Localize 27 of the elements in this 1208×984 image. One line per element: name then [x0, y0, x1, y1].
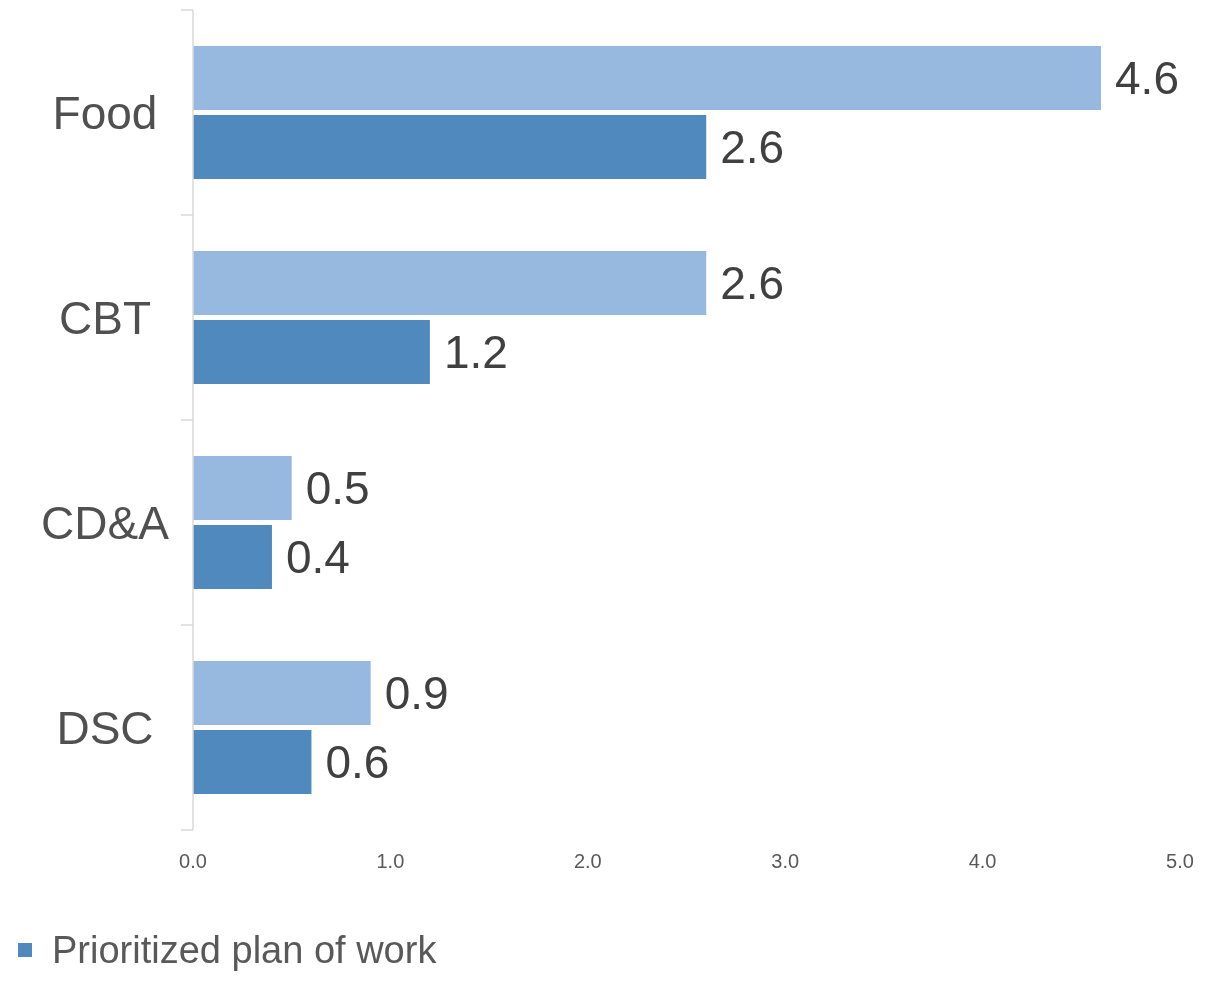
bar	[193, 46, 1102, 110]
x-tick-label: 4.0	[968, 850, 997, 872]
data-label: 0.6	[325, 736, 390, 789]
x-tick-label: 3.0	[771, 850, 800, 872]
data-label: 1.2	[443, 326, 508, 379]
data-label: 0.5	[305, 462, 370, 515]
data-label: 0.9	[384, 667, 449, 720]
data-label: 2.6	[720, 257, 785, 310]
bar	[193, 456, 292, 520]
bar	[193, 251, 707, 315]
y-tick-label: DSC	[56, 701, 154, 754]
bar	[193, 320, 430, 384]
x-tick-label: 2.0	[573, 850, 602, 872]
data-label: 4.6	[1115, 52, 1179, 105]
y-tick-label: Food	[52, 86, 158, 139]
x-tick-label: 5.0	[1166, 850, 1194, 872]
y-tick-label: CD&A	[41, 496, 170, 549]
bar	[193, 661, 371, 725]
bar	[193, 525, 272, 589]
bar	[193, 115, 707, 179]
y-tick-label: CBT	[59, 291, 151, 344]
data-label: 2.6	[720, 121, 785, 174]
x-tick-label: 0.0	[179, 850, 207, 872]
x-tick-label: 1.0	[376, 850, 405, 872]
data-label: 0.4	[285, 531, 350, 584]
bar	[193, 730, 312, 794]
legend-label: Prioritized plan of work	[52, 929, 438, 972]
